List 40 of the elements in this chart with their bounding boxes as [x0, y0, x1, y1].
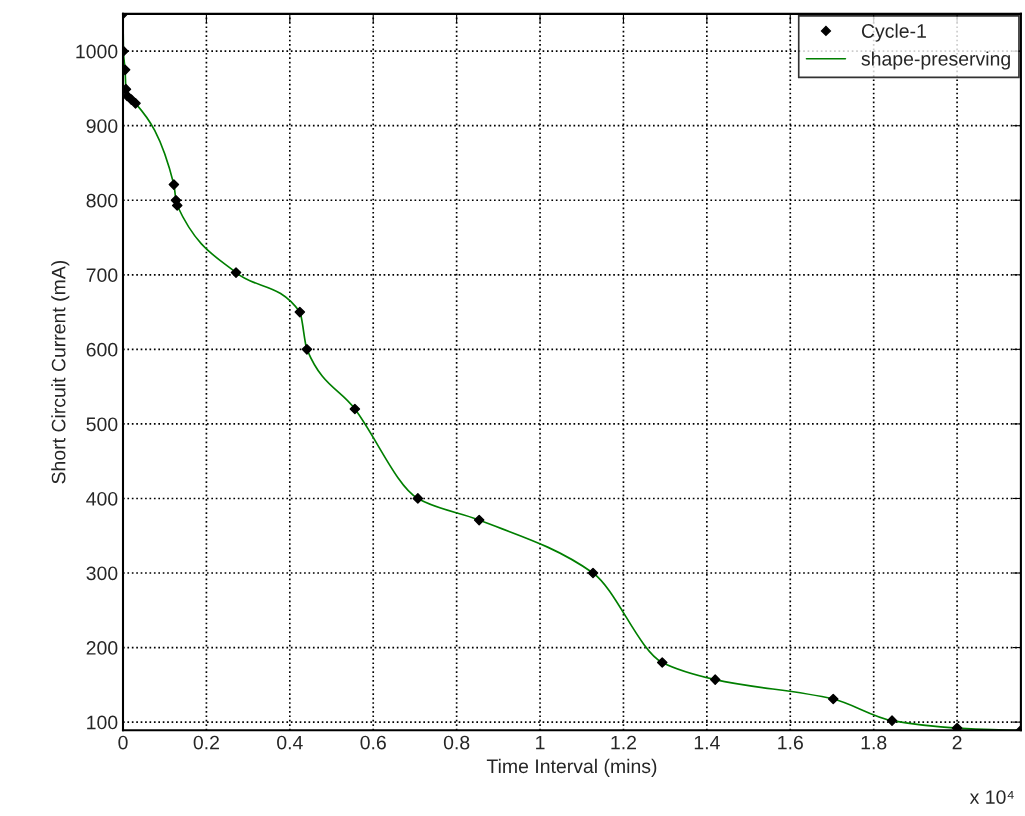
point — [886, 715, 898, 726]
y-tick-label: 700 — [86, 268, 118, 283]
y-tick-label: 800 — [86, 193, 118, 208]
y-tick-label: 200 — [86, 641, 118, 655]
x-tick-label: 0.6 — [360, 735, 386, 750]
y-tick-label: 1000 — [76, 44, 118, 59]
y-tick-label: 300 — [86, 566, 118, 581]
point — [294, 306, 306, 318]
x-tick-label: 2 — [952, 735, 962, 750]
point — [951, 722, 963, 731]
point — [349, 403, 361, 415]
text: x 10⁴ — [969, 790, 1014, 804]
x-tick-label: 0.2 — [193, 735, 219, 750]
x-tick-label: 0.8 — [443, 735, 470, 750]
y-tick-label: 500 — [86, 417, 118, 432]
point — [656, 657, 668, 668]
y-tick-label: 400 — [86, 491, 118, 506]
point — [827, 693, 839, 705]
x-tick-label: 1.4 — [694, 735, 720, 750]
x-tick-label: 1.2 — [611, 735, 636, 750]
point — [709, 674, 721, 685]
point — [587, 567, 599, 579]
point — [130, 98, 141, 109]
x-tick-label: 0 — [118, 735, 128, 750]
x-tick-label: 1.6 — [778, 735, 803, 750]
y-axis-title: Short Circuit Current (mA) — [51, 260, 70, 484]
legend-label: Cycle-1 — [861, 23, 926, 42]
point — [230, 267, 242, 278]
x-axis-title: Time Interval (mins) — [486, 758, 657, 777]
point — [301, 344, 313, 355]
x-tick-label: 0.4 — [277, 735, 303, 750]
point — [473, 514, 485, 526]
x-tick-label: 1.8 — [861, 735, 887, 750]
y-tick-label: 100 — [87, 715, 118, 730]
y-tick-label: 600 — [86, 342, 118, 357]
point — [168, 179, 180, 190]
point — [412, 493, 424, 504]
x-tick-label: 1 — [536, 735, 545, 750]
legend-label: shape-preserving — [861, 51, 1010, 70]
y-tick-label: 900 — [86, 119, 118, 133]
